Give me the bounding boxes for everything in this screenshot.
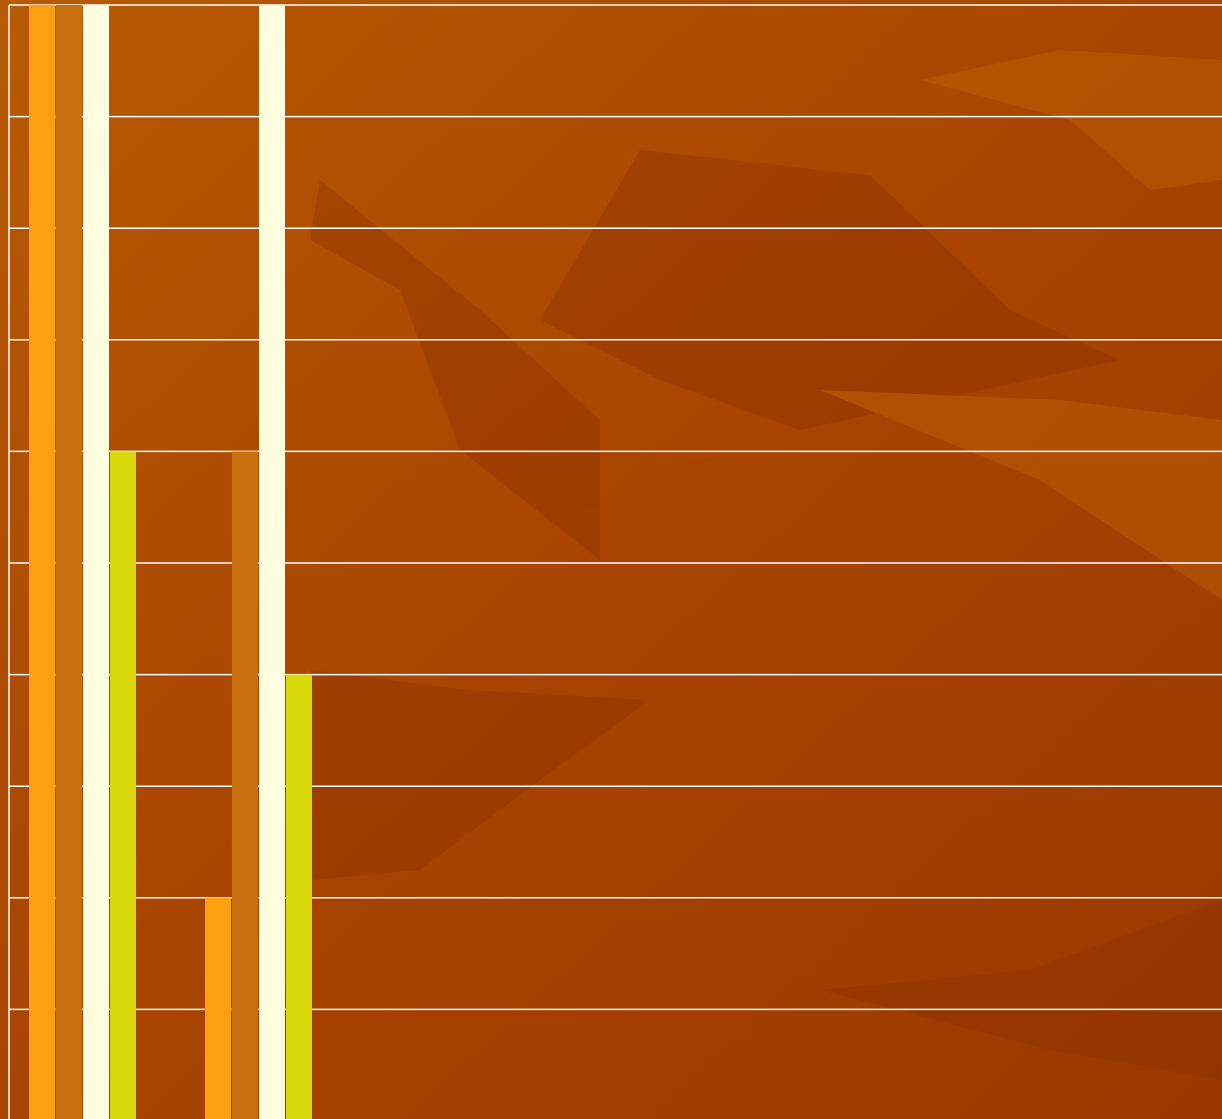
bar: [232, 451, 258, 1119]
grid: [9, 4, 1222, 1011]
bar: [110, 451, 136, 1119]
bars: [29, 5, 312, 1119]
bar: [83, 5, 109, 1119]
background-decoration: [310, 50, 1222, 1080]
bar: [29, 5, 55, 1119]
bar: [286, 674, 312, 1119]
bar: [205, 897, 231, 1119]
bar: [259, 5, 285, 1119]
bar: [56, 5, 82, 1119]
